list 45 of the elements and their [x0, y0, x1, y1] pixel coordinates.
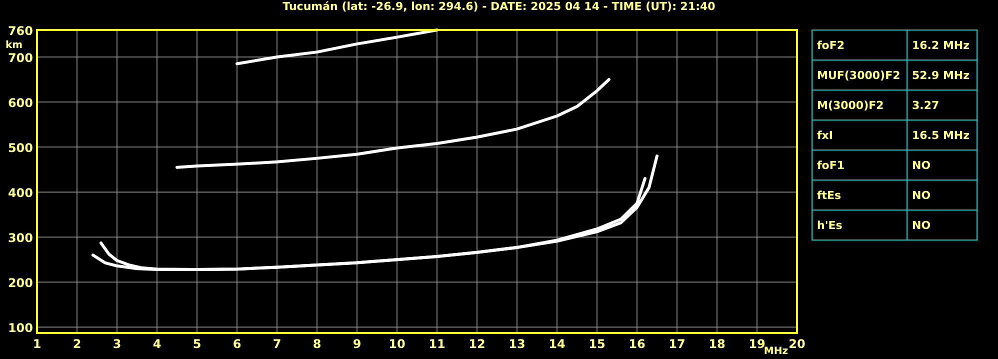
- category-label: MUF(3000)F2: [817, 69, 900, 82]
- y-tick-label: 300: [8, 231, 33, 246]
- y-tick-label: 700: [8, 51, 33, 66]
- chart-title: Tucumán (lat: -26.9, lon: 294.6) - DATE: 2025 04 14 - TIME (UT): 21:40: [282, 0, 716, 13]
- x-tick-label: 16: [628, 337, 646, 351]
- text: NO: [912, 219, 931, 232]
- x-tick-label: 9: [352, 337, 362, 351]
- text: NO: [912, 189, 931, 202]
- y-axis-title: km: [5, 40, 23, 51]
- text: 16.2 MHz: [912, 39, 970, 52]
- x-axis-title: MHz: [764, 346, 788, 357]
- x-tick-label: 8: [312, 337, 322, 351]
- category-label: fxI: [817, 129, 833, 142]
- category-label: foF2: [817, 39, 845, 52]
- text: NO: [912, 159, 931, 172]
- x-tick-label: 15: [588, 337, 606, 351]
- y-tick-label: 500: [8, 141, 33, 156]
- text: 16.5 MHz: [912, 129, 970, 142]
- x-tick-label: 13: [508, 337, 526, 351]
- text: 52.9 MHz: [912, 69, 970, 82]
- x-tick-label: 17: [668, 337, 686, 351]
- x-tick-label: 10: [388, 337, 406, 351]
- x-tick-label: 18: [708, 337, 726, 351]
- y-tick-label: 200: [8, 276, 33, 290]
- category-label: M(3000)F2: [817, 99, 884, 112]
- x-tick-label: 5: [192, 337, 202, 351]
- y-tick-label: 600: [8, 96, 33, 110]
- x-tick-label: 7: [272, 337, 282, 351]
- x-tick-label: 20: [788, 337, 806, 351]
- y-tick-label: 760: [8, 24, 33, 38]
- x-tick-label: 2: [72, 337, 82, 351]
- category-label: ftEs: [817, 189, 842, 202]
- x-tick-label: 4: [152, 337, 162, 351]
- x-tick-label: 1: [32, 337, 42, 351]
- y-tick-label: 100: [8, 321, 33, 336]
- x-tick-label: 19: [748, 337, 766, 351]
- category-label: h'Es: [817, 219, 842, 232]
- x-tick-label: 6: [232, 337, 242, 351]
- x-tick-label: 3: [112, 337, 122, 351]
- category-label: foF1: [817, 159, 845, 172]
- x-tick-label: 14: [548, 337, 566, 351]
- text: 3.27: [912, 99, 940, 112]
- x-tick-label: 12: [468, 337, 486, 351]
- x-tick-label: 11: [428, 337, 446, 351]
- y-tick-label: 400: [8, 186, 33, 200]
